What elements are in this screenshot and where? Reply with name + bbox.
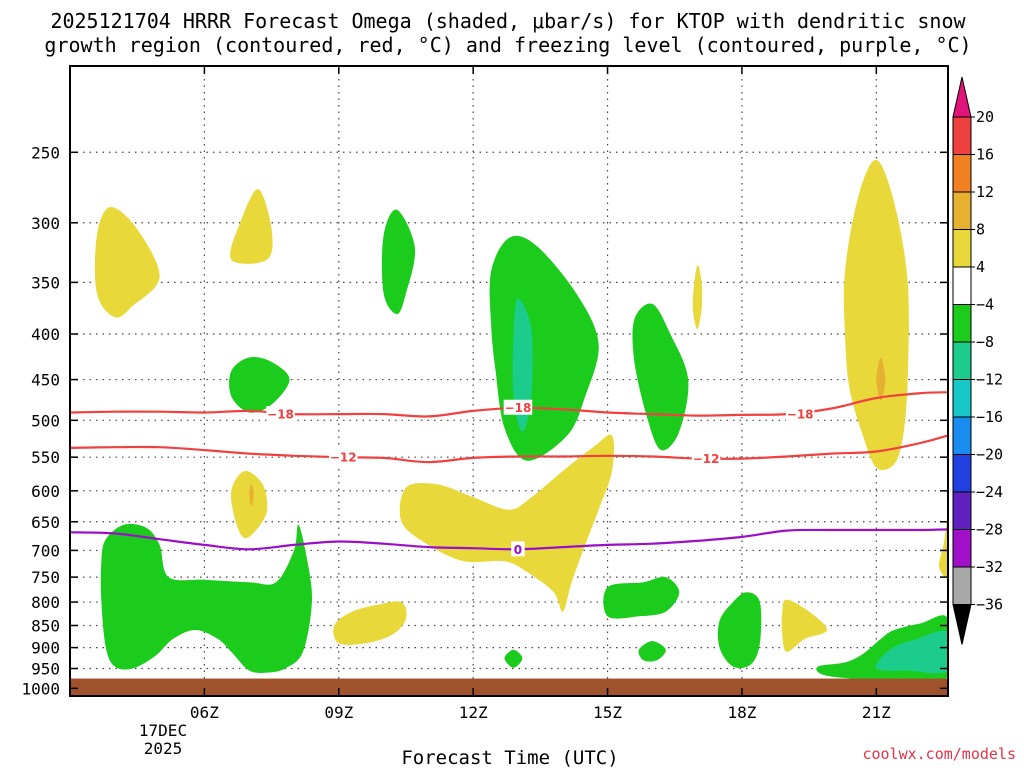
- colorbar-tick-label: 20: [976, 108, 994, 126]
- omega-region-y9: [781, 599, 828, 652]
- colorbar-tick-label: −20: [976, 446, 1003, 464]
- omega-region-g8: [638, 641, 666, 662]
- colorbar-segment: [952, 529, 972, 568]
- omega-region-g2: [229, 357, 290, 413]
- colorbar-segment: [952, 304, 972, 343]
- colorbar-segment: [952, 379, 972, 418]
- omega-region-g5: [100, 523, 313, 674]
- colorbar-tick-label: 8: [976, 221, 985, 239]
- colorbar-tick-label: 4: [976, 258, 985, 276]
- y-axis: 250 300 350 400 450 500 550 600 650 700 750 800 850 9…: [21, 143, 948, 698]
- contour-label-bg: [511, 541, 525, 557]
- y-tick-label: 800: [31, 593, 60, 612]
- omega-region-g1: [381, 209, 416, 315]
- colorbar-tick-label: −12: [976, 371, 1003, 389]
- colorbar-tick-label: −8: [976, 333, 994, 351]
- contour-label-bg: [785, 406, 815, 422]
- colorbar-segment: [952, 229, 972, 268]
- omega-shading: [94, 159, 948, 682]
- y-tick-label: 950: [31, 660, 60, 679]
- contour-label-dendritic-12: −12: [330, 451, 357, 465]
- plot-area: −18 −18 −18 −12 −12 0: [70, 66, 948, 696]
- colorbar-segment: [952, 266, 972, 305]
- omega-region-y7: [938, 518, 948, 578]
- omega-region-g7: [504, 649, 523, 668]
- plot-frame: [69, 65, 949, 697]
- x-axis-title: Forecast Time (UTC): [401, 747, 618, 768]
- colorbar-segment: [952, 491, 972, 530]
- y-tick-label: 450: [31, 371, 60, 390]
- colorbar-tick-label: −4: [976, 296, 994, 314]
- x-tick-label: 18Z: [727, 703, 756, 722]
- omega-region-t2: [875, 630, 948, 674]
- contour-label-dendritic-18: −18: [267, 408, 294, 422]
- colorbar-segment: [952, 454, 972, 493]
- omega-region-y8: [333, 601, 407, 645]
- date-label-line2: 2025: [144, 739, 183, 758]
- omega-region-y3: [692, 264, 703, 330]
- x-tick-label: 06Z: [190, 703, 219, 722]
- colorbar-bottom-arrow: [952, 604, 972, 645]
- omega-region-y6: [399, 434, 614, 612]
- contour-label-dendritic-18: −18: [787, 408, 814, 422]
- x-tick-label: 09Z: [324, 703, 353, 722]
- y-tick-label: 600: [31, 482, 60, 501]
- date-label-line1: 17DEC: [139, 721, 187, 740]
- colorbar-segment: [952, 154, 972, 193]
- contour-label-bg: [329, 449, 358, 465]
- chart-title-line2: growth region (contoured, red, °C) and f…: [44, 33, 971, 57]
- y-tick-label: 400: [31, 325, 60, 344]
- omega-region-y5: [230, 470, 268, 539]
- contour-label-bg: [503, 399, 533, 415]
- colorbar-tick-label: 12: [976, 183, 994, 201]
- contour-label-dendritic-18: −18: [505, 401, 532, 415]
- omega-region-y4: [843, 159, 909, 470]
- contour-label-bg: [266, 406, 295, 422]
- contour-label-dendritic-12: −12: [693, 452, 720, 466]
- y-tick-label: 350: [31, 273, 60, 292]
- omega-region-y2: [230, 189, 273, 264]
- y-tick-label: 550: [31, 448, 60, 467]
- x-tick-label: 21Z: [862, 703, 891, 722]
- omega-region-t1: [512, 298, 533, 432]
- y-tick-label: 850: [31, 616, 60, 635]
- colorbar-segment: [952, 191, 972, 230]
- temperature-contours: −18 −18 −18 −12 −12 0: [70, 391, 948, 557]
- omega-region-g6: [603, 576, 680, 619]
- colorbar-segment: [952, 566, 972, 605]
- chart-title-line1: 2025121704 HRRR Forecast Omega (shaded, …: [50, 9, 966, 33]
- y-tick-label: 700: [31, 541, 60, 560]
- y-tick-label: 250: [31, 143, 60, 162]
- contour-label-freezing-0: 0: [514, 543, 522, 557]
- contour-dendritic-12: [70, 434, 948, 464]
- y-tick-label: 650: [31, 513, 60, 532]
- y-tick-label: 1000: [21, 679, 60, 698]
- y-tick-label: 300: [31, 214, 60, 233]
- y-tick-label: 900: [31, 639, 60, 658]
- colorbar-tick-label: −36: [976, 596, 1003, 614]
- x-tick-label: 12Z: [459, 703, 488, 722]
- omega-region-g9: [717, 592, 762, 669]
- colorbar: 20 16 12 8 4 −4 −8 −12 −16 −20 −24 −28 −32 −36: [952, 76, 1003, 645]
- x-tick-label: 15Z: [593, 703, 622, 722]
- omega-region-o1: [876, 357, 886, 401]
- colorbar-tick-label: −16: [976, 408, 1003, 426]
- y-tick-label: 750: [31, 568, 60, 587]
- contour-label-bg: [691, 450, 721, 466]
- colorbar-tick-label: −32: [976, 558, 1003, 576]
- colorbar-segment: [952, 116, 972, 155]
- colorbar-tick-label: −24: [976, 483, 1003, 501]
- colorbar-tick-label: −28: [976, 521, 1003, 539]
- y-tick-label: 500: [31, 411, 60, 430]
- omega-region-o2: [249, 484, 254, 507]
- colorbar-segment: [952, 416, 972, 455]
- colorbar-tick-label: 16: [976, 146, 994, 164]
- colorbar-segment: [952, 341, 972, 380]
- ground-surface: [70, 678, 948, 696]
- omega-region-y1: [94, 206, 160, 318]
- credit-text: coolwx.com/models: [862, 745, 1016, 763]
- x-axis: 06Z 09Z 12Z 15Z 18Z 21Z: [190, 66, 891, 722]
